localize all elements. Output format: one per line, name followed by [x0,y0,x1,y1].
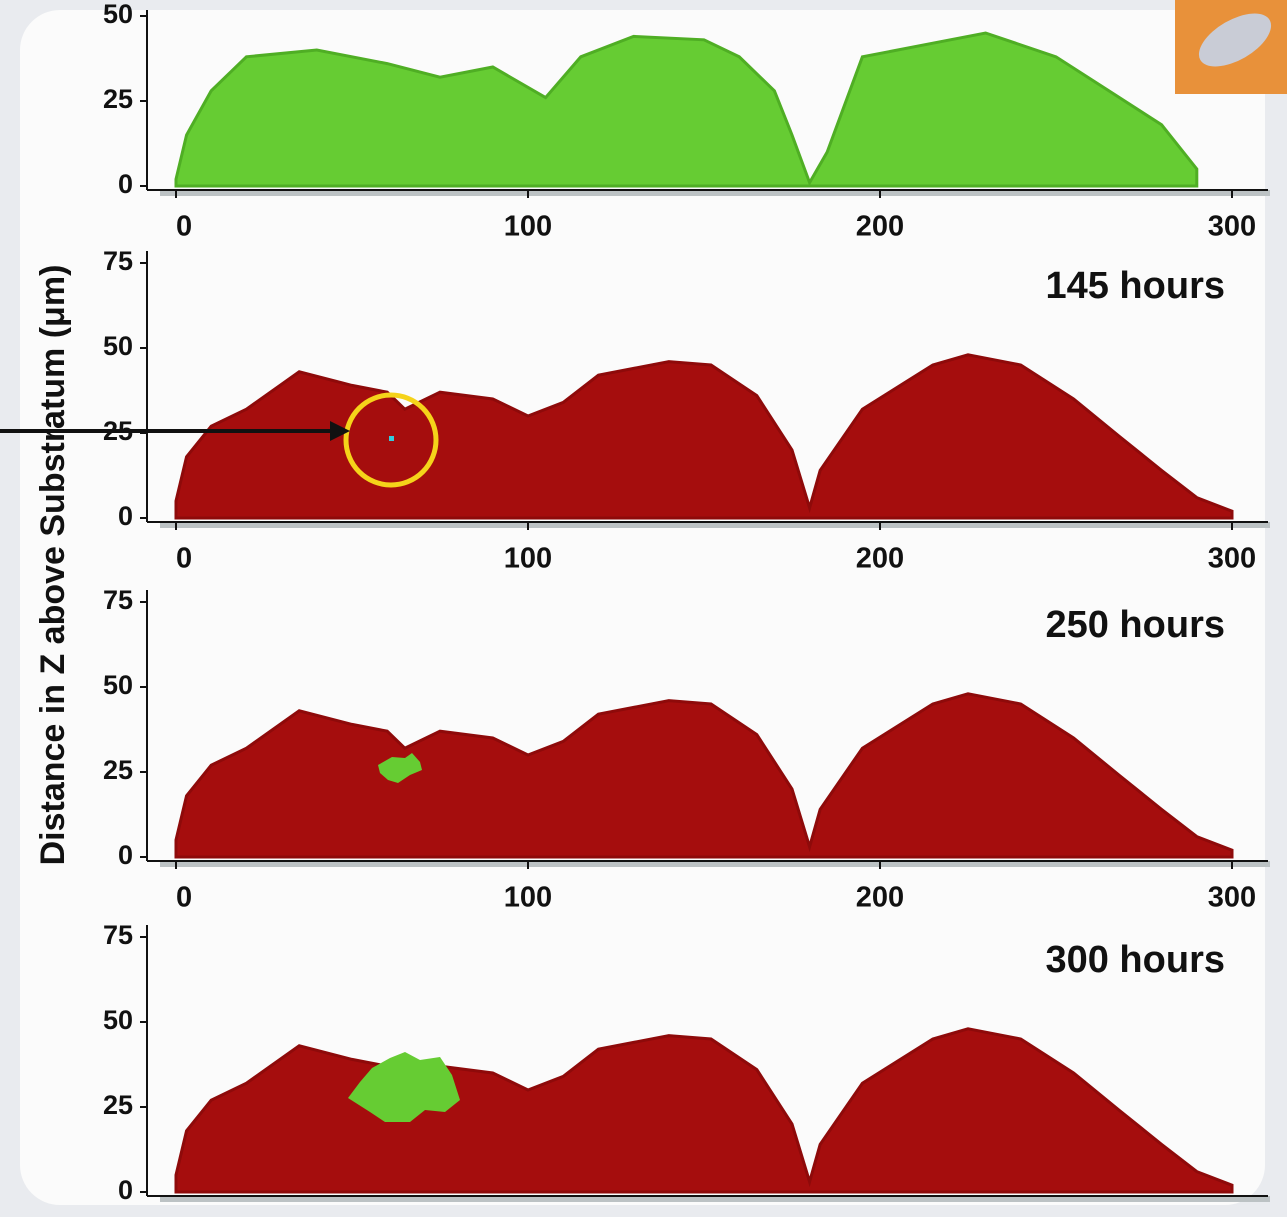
x-tick-label: 200 [856,211,904,243]
x-tick-label: 200 [856,882,904,914]
substratum [160,190,1270,196]
x-tick-label: 100 [504,882,552,914]
arrow-head [330,421,350,441]
x-tick-label: 100 [504,211,552,243]
y-tick-label: 50 [103,670,133,700]
y-tick-label: 0 [118,840,133,870]
x-tick-label: 300 [1208,543,1256,575]
substratum [160,1196,1270,1202]
panel-label: 145 hours [1045,265,1225,307]
x-tick-label: 300 [1208,211,1256,243]
y-axis-label: Distance in Z above Substratum (μm) [34,265,72,866]
x-tick-label: 200 [856,543,904,575]
y-tick-label: 0 [118,1175,133,1205]
x-tick-label: 300 [1208,882,1256,914]
highlight-circle [343,392,439,488]
biofilm [174,353,1234,520]
x-tick-label: 100 [504,543,552,575]
y-tick-label: 50 [103,331,133,361]
x-tick-label: 0 [176,543,192,575]
y-tick-label: 75 [103,920,133,950]
y-tick-label: 0 [118,169,133,199]
substratum [160,861,1270,867]
y-tick-label: 25 [103,84,133,114]
corner-icon-shape [1198,13,1272,67]
x-tick-label: 0 [176,211,192,243]
y-tick-label: 25 [103,755,133,785]
card [20,10,1265,1205]
y-tick-label: 0 [118,501,133,531]
cell [389,436,394,441]
panel-label: 300 hours [1045,939,1225,981]
panel-label: 250 hours [1045,604,1225,646]
y-tick-label: 75 [103,585,133,615]
substratum [160,522,1270,528]
biofilm [174,692,1234,859]
biofilm [174,31,1199,188]
y-tick-label: 75 [103,246,133,276]
y-tick-label: 50 [103,1005,133,1035]
mutant-patch [378,753,422,783]
mutant-patch [348,1052,460,1122]
x-tick-label: 0 [176,882,192,914]
y-tick-label: 50 [103,0,133,29]
y-tick-label: 25 [103,1090,133,1120]
